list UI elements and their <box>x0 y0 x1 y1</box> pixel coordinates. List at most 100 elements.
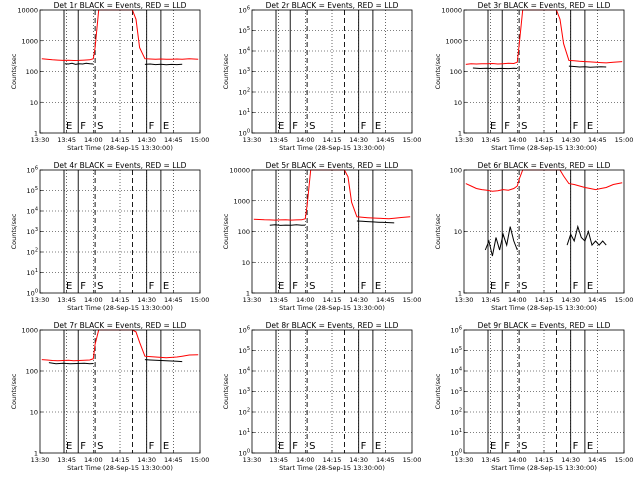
events-series-line <box>472 67 518 70</box>
y-tick-label: 105 <box>27 186 38 195</box>
x-tick-label: 14:30 <box>561 296 580 304</box>
y-tick-label: 100 <box>26 68 38 76</box>
y-tick-label: 104 <box>239 367 250 376</box>
y-tick-label: 105 <box>239 346 250 355</box>
marker-label: E <box>66 121 72 132</box>
y-tick-label: 100 <box>451 449 462 458</box>
panel-title: Det 4r BLACK = Events, RED = LLD <box>54 161 187 170</box>
y-tick-label: 10 <box>242 259 250 267</box>
x-axis-label: Start Time (28-Sep-15 13:30:00) <box>67 144 173 152</box>
plot-frame <box>463 9 625 134</box>
y-tick-label: 1000 <box>21 37 38 45</box>
panel-title: Det 7r BLACK = Events, RED = LLD <box>54 321 187 330</box>
marker-label: E <box>278 281 284 292</box>
y-tick-label: 10000 <box>229 167 250 175</box>
marker-label: E <box>587 281 593 292</box>
y-tick-label: 1000 <box>445 37 462 45</box>
marker-label: S <box>309 281 315 292</box>
x-axis-label: Start Time (28-Sep-15 13:30:00) <box>67 464 173 472</box>
y-tick-label: 100 <box>239 449 250 458</box>
y-tick-label: 106 <box>239 326 250 335</box>
marker-label: F <box>573 441 579 452</box>
y-axis-label: Counts/sec <box>222 53 230 89</box>
x-tick-label: 14:00 <box>84 296 103 304</box>
y-tick-label: 1 <box>458 290 462 298</box>
x-tick-label: 14:15 <box>535 456 554 464</box>
marker-label: E <box>163 281 169 292</box>
x-tick-label: 15:00 <box>615 296 634 304</box>
y-tick-label: 105 <box>451 346 462 355</box>
x-tick-label: 14:30 <box>561 136 580 144</box>
y-tick-label: 100 <box>26 368 38 376</box>
x-tick-label: 13:45 <box>57 296 76 304</box>
events-series-line <box>64 62 94 65</box>
x-tick-label: 13:45 <box>57 136 76 144</box>
x-tick-label: 14:00 <box>296 296 315 304</box>
x-tick-label: 14:00 <box>84 456 103 464</box>
marker-label: F <box>573 121 579 132</box>
y-tick-label: 101 <box>239 428 250 437</box>
marker-label: E <box>278 441 284 452</box>
panel-title: Det 3r BLACK = Events, RED = LLD <box>478 1 611 10</box>
marker-label: S <box>309 441 315 452</box>
x-tick-label: 14:15 <box>111 456 130 464</box>
marker-label: F <box>504 281 510 292</box>
x-tick-label: 14:00 <box>508 136 527 144</box>
marker-label: E <box>587 441 593 452</box>
events-series-line <box>269 224 306 226</box>
marker-label: F <box>361 121 367 132</box>
x-tick-label: 14:00 <box>508 296 527 304</box>
y-tick-label: 104 <box>27 207 38 216</box>
marker-label: S <box>97 441 103 452</box>
x-tick-label: 13:30 <box>243 456 262 464</box>
panel-title: Det 1r BLACK = Events, RED = LLD <box>54 1 187 10</box>
marker-label: S <box>309 121 315 132</box>
detector-panel-4: Det 4r BLACK = Events, RED = LLD 13:30 13:… <box>10 161 209 312</box>
marker-label: E <box>375 121 381 132</box>
y-tick-label: 10 <box>30 99 38 107</box>
y-tick-label: 102 <box>27 248 38 257</box>
y-tick-label: 102 <box>239 88 250 97</box>
y-tick-label: 100 <box>450 167 462 175</box>
y-axis-label: Counts/sec <box>434 373 442 409</box>
plot-frame <box>39 329 201 454</box>
marker-label: E <box>66 281 72 292</box>
x-tick-label: 14:30 <box>137 296 156 304</box>
marker-label: E <box>375 441 381 452</box>
x-tick-label: 13:30 <box>243 136 262 144</box>
x-tick-label: 14:45 <box>164 456 183 464</box>
x-tick-label: 15:00 <box>403 296 422 304</box>
x-tick-label: 14:30 <box>349 136 368 144</box>
marker-label: F <box>292 121 298 132</box>
marker-label: S <box>521 281 527 292</box>
detector-panel-2: Det 2r BLACK = Events, RED = LLD 13:30 13:… <box>222 1 421 152</box>
x-tick-label: 13:30 <box>31 456 50 464</box>
plot-frame <box>463 169 625 294</box>
panel-title: Det 5r BLACK = Events, RED = LLD <box>266 161 399 170</box>
y-tick-label: 100 <box>450 68 462 76</box>
x-tick-label: 15:00 <box>191 296 210 304</box>
x-tick-label: 14:15 <box>323 296 342 304</box>
y-tick-label: 1 <box>246 290 250 298</box>
marker-label: S <box>97 281 103 292</box>
detector-panel-7: Det 7r BLACK = Events, RED = LLD 13:30 13:… <box>10 321 209 472</box>
panel-title: Det 2r BLACK = Events, RED = LLD <box>266 1 399 10</box>
detector-panel-3: Det 3r BLACK = Events, RED = LLD 13:30 13:… <box>434 1 633 152</box>
marker-label: F <box>149 441 155 452</box>
x-tick-label: 13:45 <box>269 136 288 144</box>
plot-frame <box>39 9 201 134</box>
events-series-line <box>566 224 607 247</box>
marker-label: E <box>278 121 284 132</box>
y-tick-label: 106 <box>451 326 462 335</box>
marker-label: E <box>66 441 72 452</box>
y-axis-label: Counts/sec <box>434 53 442 89</box>
x-tick-label: 14:45 <box>588 456 607 464</box>
x-tick-label: 15:00 <box>191 136 210 144</box>
x-tick-label: 14:45 <box>588 296 607 304</box>
y-tick-label: 103 <box>451 387 462 396</box>
y-tick-label: 10000 <box>17 7 38 15</box>
y-tick-label: 1000 <box>233 197 250 205</box>
x-tick-label: 14:00 <box>296 136 315 144</box>
panel-title: Det 6r BLACK = Events, RED = LLD <box>478 161 611 170</box>
